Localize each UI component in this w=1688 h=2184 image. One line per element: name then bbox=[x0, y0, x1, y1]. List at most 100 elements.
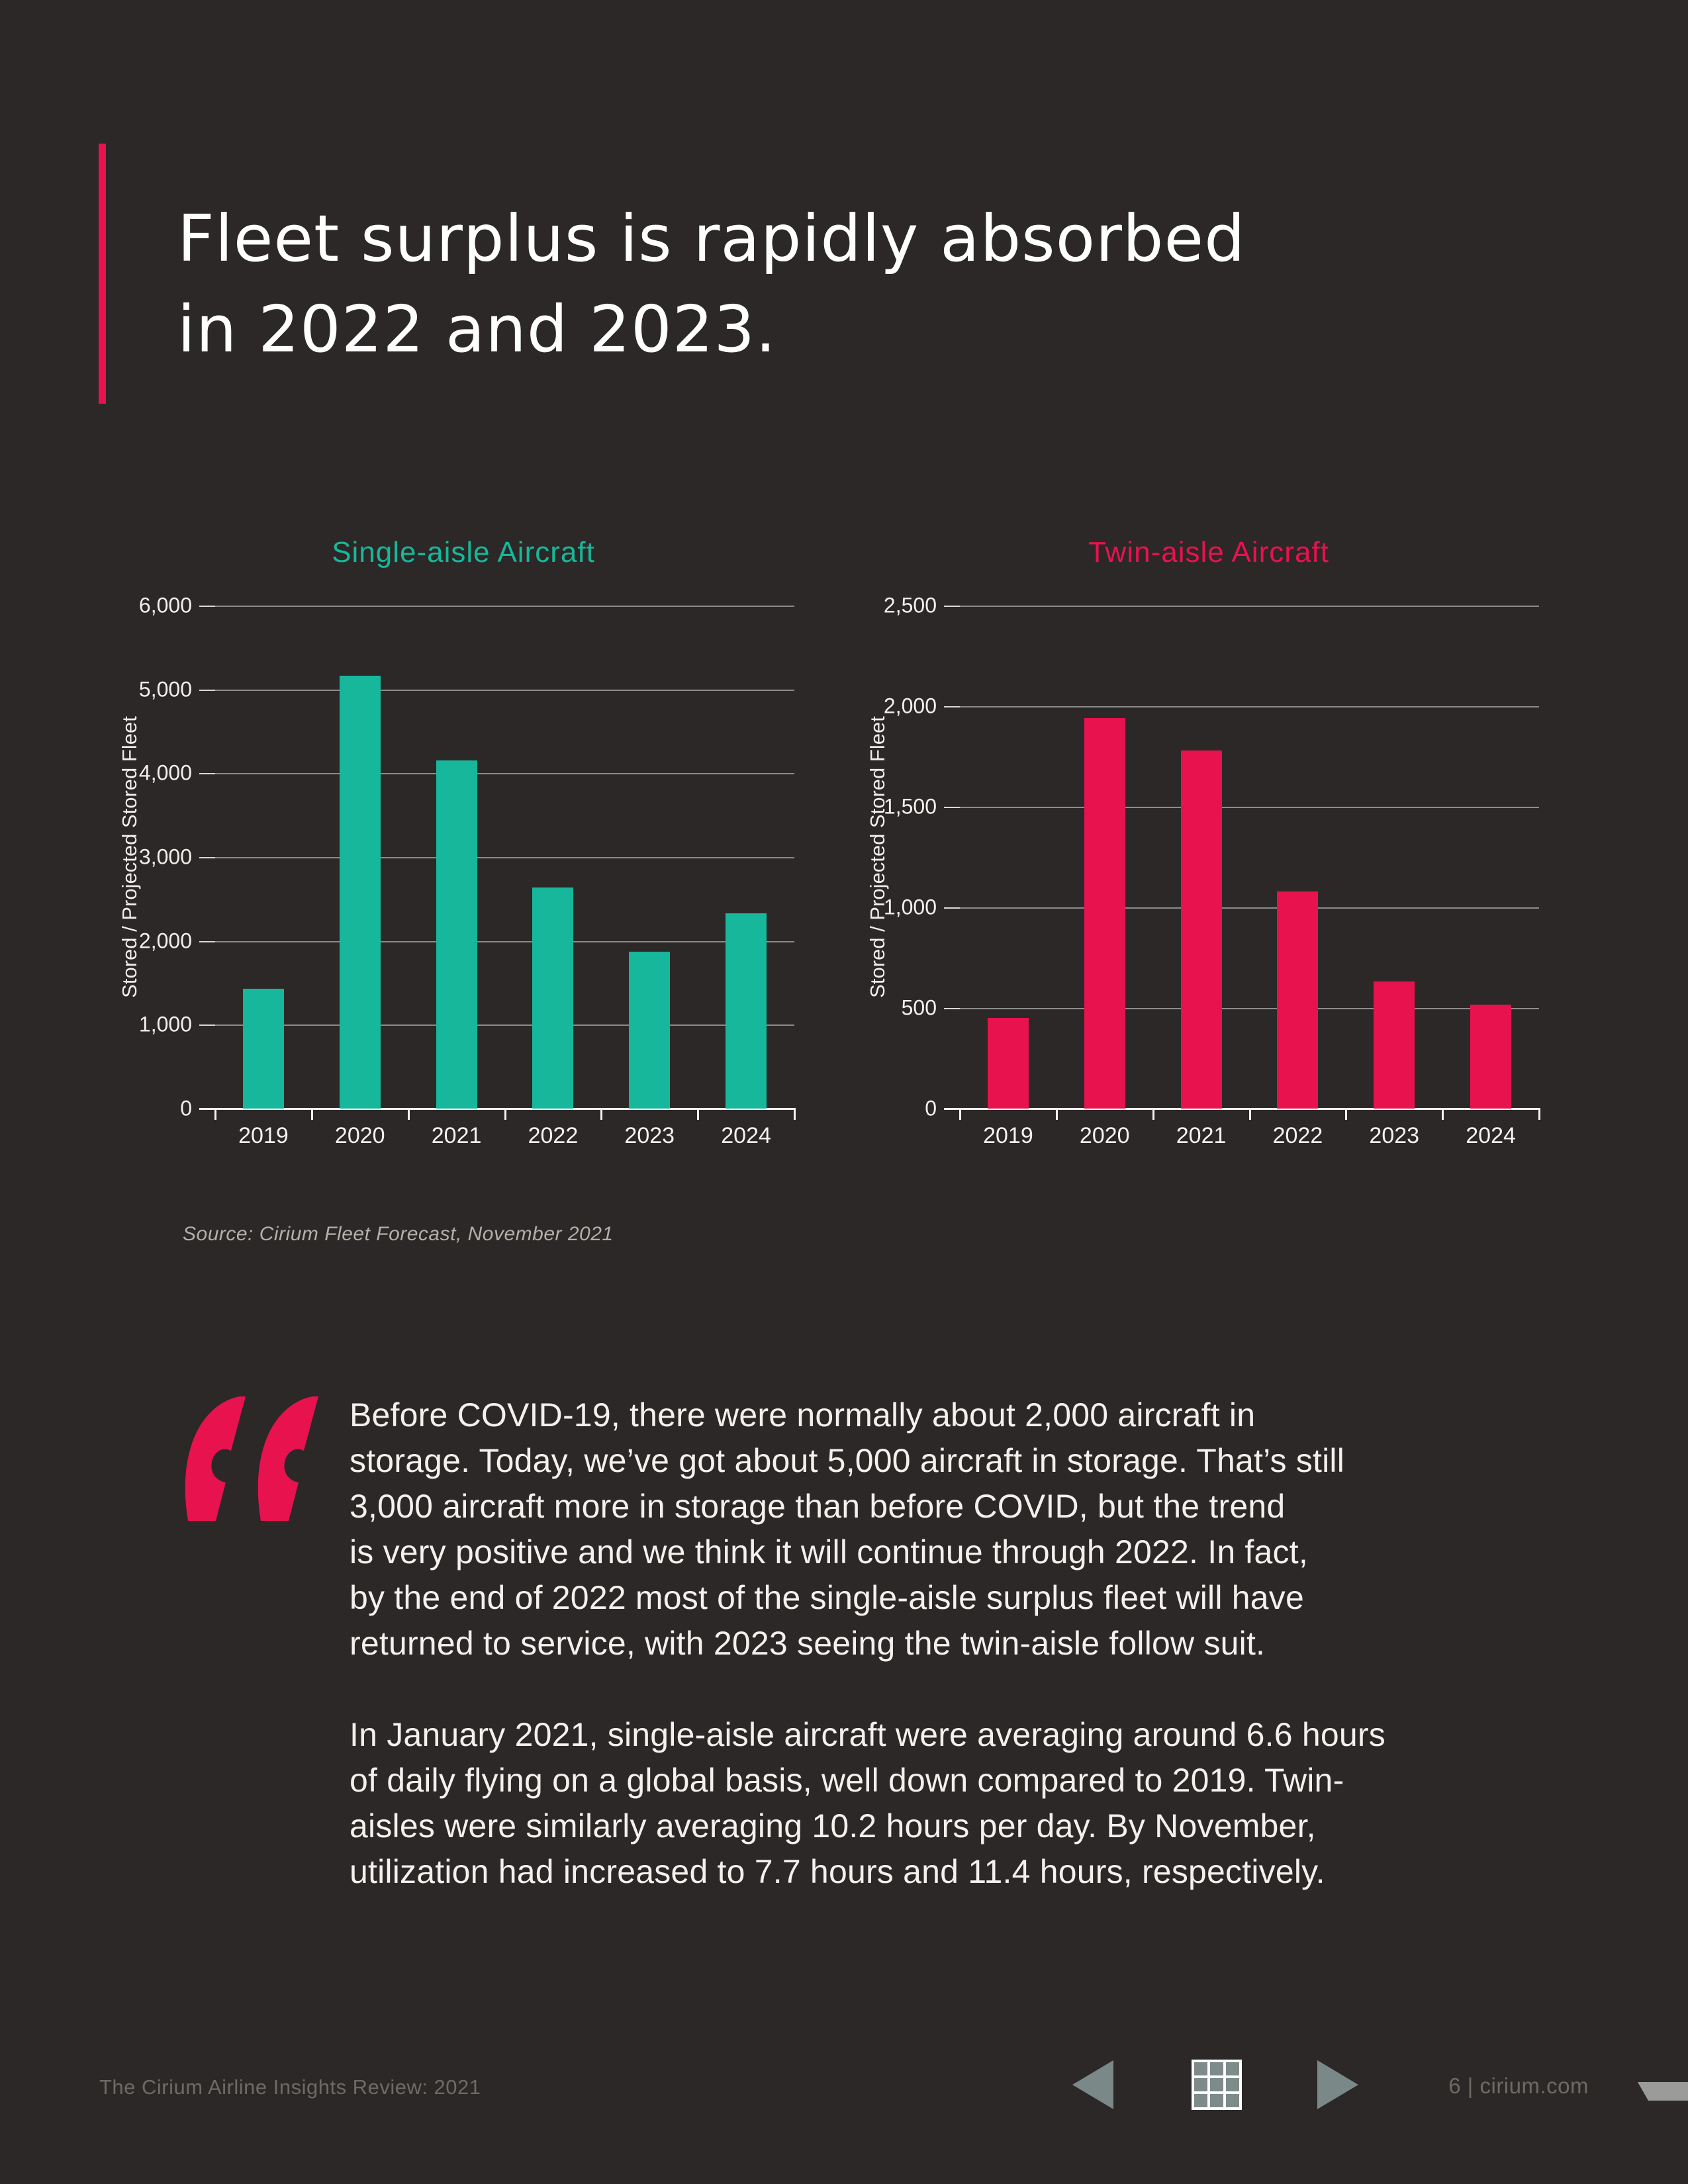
quote-line: is very positive and we think it will co… bbox=[350, 1533, 1308, 1570]
x-axis-tick bbox=[794, 1110, 796, 1120]
x-tick-label: 2019 bbox=[983, 1123, 1033, 1148]
grid-cell bbox=[1210, 2094, 1223, 2107]
y-tick-label: 5,000 bbox=[138, 677, 192, 702]
y-tick-label: 1,500 bbox=[883, 794, 937, 819]
bar-2022 bbox=[532, 887, 574, 1109]
quote-text: Before COVID-19, there were normally abo… bbox=[350, 1392, 1385, 1895]
grid-menu-button[interactable] bbox=[1192, 2060, 1242, 2110]
page-title: Fleet surplus is rapidly absorbed in 202… bbox=[177, 193, 1246, 375]
title-accent-bar bbox=[99, 144, 106, 404]
single-aisle-chart-title: Single-aisle Aircraft bbox=[332, 536, 595, 569]
twin-aisle-y-axis-title: Stored / Projected Stored Fleet bbox=[866, 716, 889, 998]
x-axis-tick bbox=[214, 1110, 216, 1120]
gridline bbox=[199, 606, 794, 607]
x-axis-tick bbox=[959, 1110, 961, 1120]
bar-2019 bbox=[987, 1018, 1029, 1109]
next-page-button[interactable] bbox=[1317, 2060, 1358, 2109]
y-tick-label: 1,000 bbox=[883, 895, 937, 919]
quote-line: by the end of 2022 most of the single-ai… bbox=[350, 1579, 1304, 1616]
quote-line: Before COVID-19, there were normally abo… bbox=[350, 1396, 1256, 1433]
x-tick-label: 2020 bbox=[334, 1123, 385, 1148]
bar-2023 bbox=[629, 952, 671, 1109]
quote-line: aisles were similarly averaging 10.2 hou… bbox=[350, 1807, 1316, 1844]
x-axis-tick bbox=[310, 1110, 313, 1120]
bar-2021 bbox=[1180, 750, 1222, 1109]
previous-page-button[interactable] bbox=[1072, 2060, 1113, 2109]
gridline bbox=[199, 689, 794, 691]
x-axis-tick bbox=[697, 1110, 700, 1120]
bar-2024 bbox=[726, 913, 767, 1109]
grid-cell bbox=[1194, 2078, 1207, 2091]
twin-aisle-chart: 0 500 1,000 1,500 2,000 2,500 2019 2020 2021 2022… bbox=[884, 594, 1540, 1148]
quote-line: of daily flying on a global basis, well … bbox=[350, 1762, 1344, 1799]
gridline bbox=[944, 706, 1539, 707]
x-axis-line bbox=[199, 1108, 796, 1110]
x-tick-label: 2019 bbox=[238, 1123, 289, 1148]
x-axis-tick bbox=[1055, 1110, 1058, 1120]
x-axis-tick bbox=[1538, 1110, 1540, 1120]
x-axis-tick bbox=[504, 1110, 506, 1120]
grid-cell bbox=[1226, 2094, 1239, 2107]
grid-cell bbox=[1194, 2094, 1207, 2107]
x-tick-label: 2024 bbox=[721, 1123, 771, 1148]
bar-2021 bbox=[436, 760, 477, 1109]
y-tick-label: 6,000 bbox=[138, 593, 192, 617]
y-tick-label: 2,000 bbox=[883, 694, 937, 718]
bar-2023 bbox=[1374, 981, 1415, 1109]
x-tick-label: 2020 bbox=[1079, 1123, 1130, 1148]
bar-2019 bbox=[242, 988, 284, 1109]
x-axis-tick bbox=[1152, 1110, 1154, 1120]
x-axis-tick bbox=[1345, 1110, 1348, 1120]
y-tick-label: 1,000 bbox=[138, 1012, 192, 1036]
x-tick-label: 2023 bbox=[624, 1123, 675, 1148]
grid-cell bbox=[1210, 2078, 1223, 2091]
x-tick-label: 2023 bbox=[1369, 1123, 1420, 1148]
gridline bbox=[199, 940, 794, 942]
gridline bbox=[944, 807, 1539, 808]
quote-line: In January 2021, single-aisle aircraft w… bbox=[350, 1716, 1385, 1753]
x-tick-label: 2021 bbox=[1176, 1123, 1227, 1148]
paragraph-gap bbox=[350, 1666, 1385, 1712]
bar-2022 bbox=[1277, 891, 1319, 1109]
y-tick-label: 3,000 bbox=[138, 844, 192, 869]
gridline bbox=[944, 606, 1539, 607]
x-tick-label: 2022 bbox=[528, 1123, 579, 1148]
y-tick-label: 0 bbox=[180, 1096, 192, 1120]
y-tick-label: 2,500 bbox=[883, 593, 937, 617]
x-axis-line bbox=[944, 1108, 1540, 1110]
x-axis-tick bbox=[600, 1110, 603, 1120]
gridline bbox=[944, 1008, 1539, 1009]
y-tick-label: 4,000 bbox=[138, 760, 192, 785]
quote-line: utilization had increased to 7.7 hours a… bbox=[350, 1853, 1325, 1890]
grid-cell bbox=[1226, 2078, 1239, 2091]
grid-cell bbox=[1226, 2062, 1239, 2075]
gridline bbox=[199, 1024, 794, 1026]
gridline bbox=[199, 857, 794, 858]
gridline bbox=[944, 907, 1539, 909]
single-aisle-chart: 0 1,000 2,000 3,000 4,000 5,000 6,000 2019 2020 2… bbox=[139, 594, 796, 1148]
bar-2020 bbox=[1084, 718, 1125, 1109]
source-note: Source: Cirium Fleet Forecast, November … bbox=[183, 1223, 614, 1245]
quote-line: 3,000 aircraft more in storage than befo… bbox=[350, 1488, 1286, 1525]
bar-2024 bbox=[1470, 1005, 1512, 1109]
y-tick-label: 500 bbox=[901, 995, 937, 1020]
twin-aisle-chart-title: Twin-aisle Aircraft bbox=[1088, 536, 1329, 569]
quote-mark-icon bbox=[185, 1396, 318, 1521]
quote-line: storage. Today, we’ve got about 5,000 ai… bbox=[350, 1442, 1345, 1479]
footer-report-title: The Cirium Airline Insights Review: 2021 bbox=[99, 2075, 481, 2099]
page-title-line2: in 2022 and 2023. bbox=[177, 292, 776, 367]
quote-line: returned to service, with 2023 seeing th… bbox=[350, 1625, 1266, 1662]
y-tick-label: 2,000 bbox=[138, 929, 192, 953]
gridline bbox=[199, 773, 794, 775]
page-edge-ribbon bbox=[1638, 2082, 1688, 2101]
grid-cell bbox=[1194, 2062, 1207, 2075]
page-title-line1: Fleet surplus is rapidly absorbed bbox=[177, 201, 1246, 276]
bar-2020 bbox=[339, 676, 381, 1109]
x-tick-label: 2021 bbox=[431, 1123, 482, 1148]
x-tick-label: 2022 bbox=[1272, 1123, 1323, 1148]
y-tick-label: 0 bbox=[925, 1096, 937, 1120]
x-axis-tick bbox=[1248, 1110, 1251, 1120]
x-axis-tick bbox=[407, 1110, 410, 1120]
x-tick-label: 2024 bbox=[1466, 1123, 1516, 1148]
